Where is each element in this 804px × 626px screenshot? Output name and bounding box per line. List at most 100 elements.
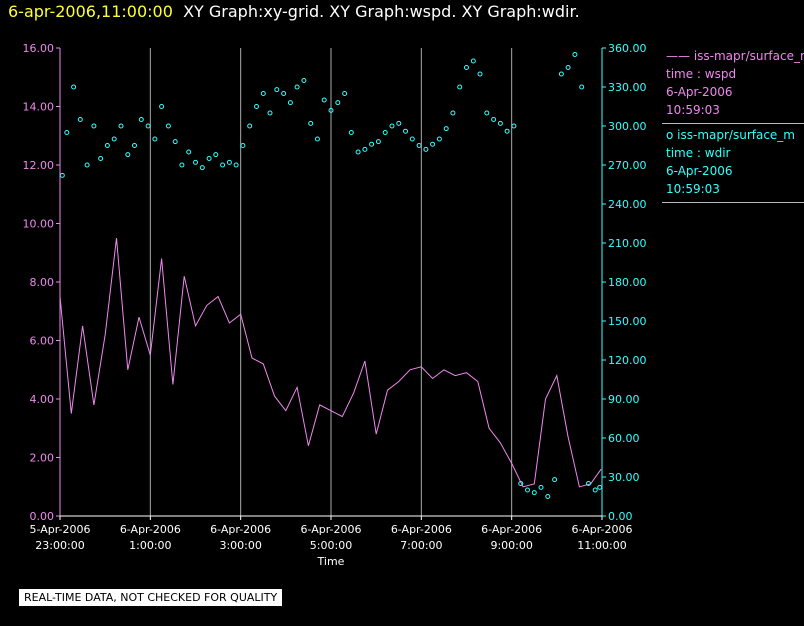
wdir-point [91, 123, 97, 129]
wdir-point [240, 143, 246, 148]
wdir-point [497, 120, 503, 126]
x-tick-date: 5-Apr-2006 [29, 523, 90, 536]
x-tick-date: 6-Apr-2006 [571, 523, 632, 536]
y-left-tick-label: 8.00 [30, 276, 55, 289]
wdir-point [436, 136, 442, 142]
x-tick-time: 23:00:00 [35, 539, 84, 552]
wdir-point [59, 172, 65, 178]
wdir-point [348, 130, 354, 135]
wdir-point [71, 84, 77, 90]
y-left-tick-label: 14.00 [23, 101, 55, 114]
y-right-tick-label: 180.00 [608, 276, 647, 289]
y-right-tick-label: 150.00 [608, 315, 647, 328]
wdir-point [511, 123, 517, 129]
y-left-tick-label: 2.00 [30, 452, 55, 465]
wdir-point [287, 100, 293, 106]
wdir-point [301, 78, 307, 83]
x-tick-time: 11:00:00 [577, 539, 626, 552]
wdir-point [450, 110, 456, 116]
y-left-tick-label: 6.00 [30, 335, 55, 348]
x-tick-date: 6-Apr-2006 [481, 523, 542, 536]
wdir-point [470, 58, 476, 64]
wdir-point [186, 149, 192, 155]
wdir-point [355, 149, 361, 155]
y-right-tick-label: 120.00 [608, 354, 647, 367]
wdir-point [64, 130, 70, 135]
y-right-tick-label: 0.00 [608, 510, 633, 523]
wdir-point [220, 162, 226, 168]
wdir-point [260, 91, 266, 96]
wdir-point [504, 128, 510, 134]
wdir-point [233, 162, 239, 168]
wdir-point [125, 152, 131, 158]
wdir-point [274, 87, 280, 93]
wdir-point [579, 84, 585, 90]
wdir-point [111, 136, 117, 142]
wdir-point [552, 477, 558, 483]
quality-notice: REAL-TIME DATA, NOT CHECKED FOR QUALITY [19, 589, 283, 606]
y-right-tick-label: 60.00 [608, 432, 640, 445]
y-right-tick-label: 270.00 [608, 159, 647, 172]
legend-date: 6-Apr-2006 [666, 164, 733, 178]
wspd-series-line [59, 238, 602, 488]
wdir-point [308, 120, 314, 126]
wdir-point [213, 152, 219, 158]
wdir-point [314, 136, 320, 142]
wdir-point [206, 156, 212, 161]
wdir-point [254, 104, 259, 109]
wdir-point [565, 65, 571, 70]
y-right-tick-label: 360.00 [608, 42, 647, 55]
wdir-point [281, 91, 287, 96]
x-axis-label: Time [317, 555, 345, 568]
wdir-point [77, 117, 83, 122]
wdir-point [226, 159, 232, 165]
wdir-point [321, 97, 327, 103]
wdir-point [457, 84, 463, 90]
wdir-point [409, 136, 415, 142]
y-right-tick-label: 330.00 [608, 81, 647, 94]
wdir-point [369, 141, 375, 147]
wdir-point [159, 104, 165, 109]
wdir-point [531, 490, 537, 496]
wdir-point [491, 117, 497, 122]
wdir-point [572, 52, 578, 57]
x-tick-date: 6-Apr-2006 [391, 523, 452, 536]
wdir-point [389, 123, 395, 129]
wdir-point [525, 487, 530, 493]
legend: —— iss-mapr/surface_m time : wspd 6-Apr-20… [662, 45, 804, 203]
wdir-point [193, 159, 198, 165]
wdir-point [118, 123, 124, 129]
wdir-point [247, 123, 253, 129]
wdir-point [328, 107, 334, 113]
wdir-point [518, 481, 524, 486]
wdir-point [138, 117, 144, 122]
wdir-point [382, 130, 388, 135]
x-tick-date: 6-Apr-2006 [300, 523, 361, 536]
x-tick-time: 3:00:00 [219, 539, 261, 552]
wdir-point [430, 141, 436, 147]
wdir-point [132, 143, 137, 148]
legend-entry-1: —— iss-mapr/surface_m time : wspd 6-Apr-20… [662, 45, 804, 124]
wdir-point [403, 128, 408, 134]
wdir-point [335, 100, 341, 106]
x-tick-date: 6-Apr-2006 [210, 523, 271, 536]
wdir-point [477, 71, 483, 77]
wdir-point [199, 165, 205, 171]
y-left-tick-label: 12.00 [23, 159, 55, 172]
wdir-point [375, 139, 381, 145]
x-tick-time: 1:00:00 [129, 539, 171, 552]
wdir-point [172, 139, 178, 145]
wdir-point [538, 484, 544, 490]
legend-date: 6-Apr-2006 [666, 85, 733, 99]
wdir-point [165, 123, 171, 129]
y-right-tick-label: 90.00 [608, 393, 640, 406]
wdir-point [592, 487, 598, 493]
wdir-point [586, 481, 591, 486]
wdir-point [597, 484, 603, 490]
x-tick-time: 5:00:00 [310, 539, 352, 552]
wdir-point [423, 146, 429, 152]
wdir-point [84, 162, 90, 168]
wdir-point [443, 126, 449, 132]
wdir-point [484, 110, 490, 116]
